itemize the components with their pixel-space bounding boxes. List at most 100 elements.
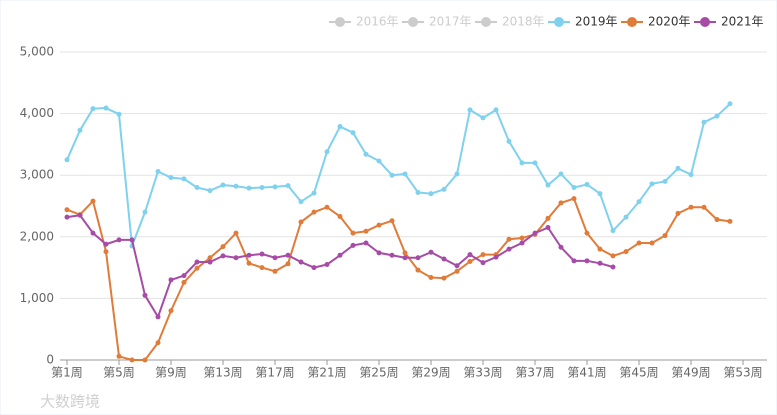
data-point [428, 191, 434, 197]
data-point [298, 219, 304, 225]
data-point [402, 250, 408, 256]
data-point [298, 199, 304, 205]
data-point [649, 240, 655, 246]
data-point [519, 240, 525, 246]
legend-label[interactable]: 2021年 [721, 15, 764, 29]
data-point [116, 237, 122, 243]
data-point [298, 259, 304, 265]
data-point [77, 212, 83, 218]
data-point [584, 230, 590, 236]
x-tick-label: 第21周 [307, 366, 346, 380]
data-point [714, 217, 720, 223]
data-point [415, 255, 421, 261]
data-point [77, 127, 83, 133]
data-point [584, 181, 590, 187]
data-point [545, 182, 551, 188]
data-point [558, 200, 564, 206]
data-point [259, 185, 265, 191]
data-point [480, 260, 486, 266]
data-point [207, 259, 213, 265]
data-point [142, 292, 148, 298]
data-point [610, 228, 616, 234]
legend-swatch[interactable] [335, 17, 345, 27]
data-point [454, 171, 460, 177]
y-tick-label: 4,000 [20, 106, 54, 120]
data-point [220, 253, 226, 259]
data-point [610, 253, 616, 259]
x-tick-label: 第5周 [103, 366, 135, 380]
data-point [701, 119, 707, 125]
data-point [675, 210, 681, 216]
data-point [376, 158, 382, 164]
legend-label[interactable]: 2017年 [429, 15, 472, 29]
data-point [181, 273, 187, 279]
data-point [259, 265, 265, 271]
data-point [337, 252, 343, 258]
data-point [246, 185, 252, 191]
data-point [402, 255, 408, 261]
data-point [506, 138, 512, 144]
data-point [324, 262, 330, 268]
x-tick-label: 第45周 [619, 366, 658, 380]
data-point [597, 246, 603, 252]
data-point [688, 172, 694, 178]
data-point [272, 255, 278, 261]
data-point [116, 353, 122, 359]
data-point [649, 181, 655, 187]
data-point [597, 260, 603, 266]
x-tick-label: 第25周 [359, 366, 398, 380]
legend-swatch[interactable] [627, 17, 637, 27]
legend-swatch[interactable] [408, 17, 418, 27]
data-point [493, 107, 499, 113]
data-point [519, 235, 525, 241]
data-point [272, 184, 278, 190]
data-point [727, 101, 733, 107]
data-point [311, 265, 317, 271]
y-tick-label: 2,000 [20, 229, 54, 243]
legend-swatch[interactable] [700, 17, 710, 27]
data-point [324, 149, 330, 155]
data-point [142, 209, 148, 215]
data-point [662, 233, 668, 239]
data-point [168, 308, 174, 314]
data-point [285, 183, 291, 189]
data-point [155, 314, 161, 320]
legend-swatch[interactable] [554, 17, 564, 27]
data-point [168, 277, 174, 283]
x-tick-label: 第1周 [51, 366, 83, 380]
x-tick-label: 第33周 [463, 366, 502, 380]
data-point [506, 236, 512, 242]
legend-swatch[interactable] [481, 17, 491, 27]
watermark: 大数跨境 [40, 393, 100, 411]
data-point [519, 160, 525, 166]
data-point [90, 230, 96, 236]
data-point [623, 249, 629, 255]
data-point [467, 252, 473, 258]
data-point [532, 230, 538, 236]
data-point [545, 225, 551, 231]
x-tick-label: 第41周 [567, 366, 606, 380]
data-point [90, 106, 96, 112]
data-point [428, 249, 434, 255]
data-point [103, 241, 109, 247]
x-tick-label: 第29周 [411, 366, 450, 380]
data-point [545, 215, 551, 221]
legend-label[interactable]: 2020年 [648, 15, 691, 29]
data-point [207, 255, 213, 261]
x-tick-label: 第9周 [155, 366, 187, 380]
data-point [389, 172, 395, 178]
data-point [116, 111, 122, 117]
legend-label[interactable]: 2019年 [575, 15, 618, 29]
legend-label[interactable]: 2018年 [502, 15, 545, 29]
data-point [636, 240, 642, 246]
data-point [532, 160, 538, 166]
data-point [142, 357, 148, 363]
y-tick-label: 1,000 [20, 291, 54, 305]
data-point [441, 275, 447, 281]
series-line [66, 197, 731, 361]
legend-label[interactable]: 2016年 [356, 15, 399, 29]
data-point [571, 258, 577, 264]
data-point [246, 260, 252, 266]
x-tick-label: 第17周 [255, 366, 294, 380]
